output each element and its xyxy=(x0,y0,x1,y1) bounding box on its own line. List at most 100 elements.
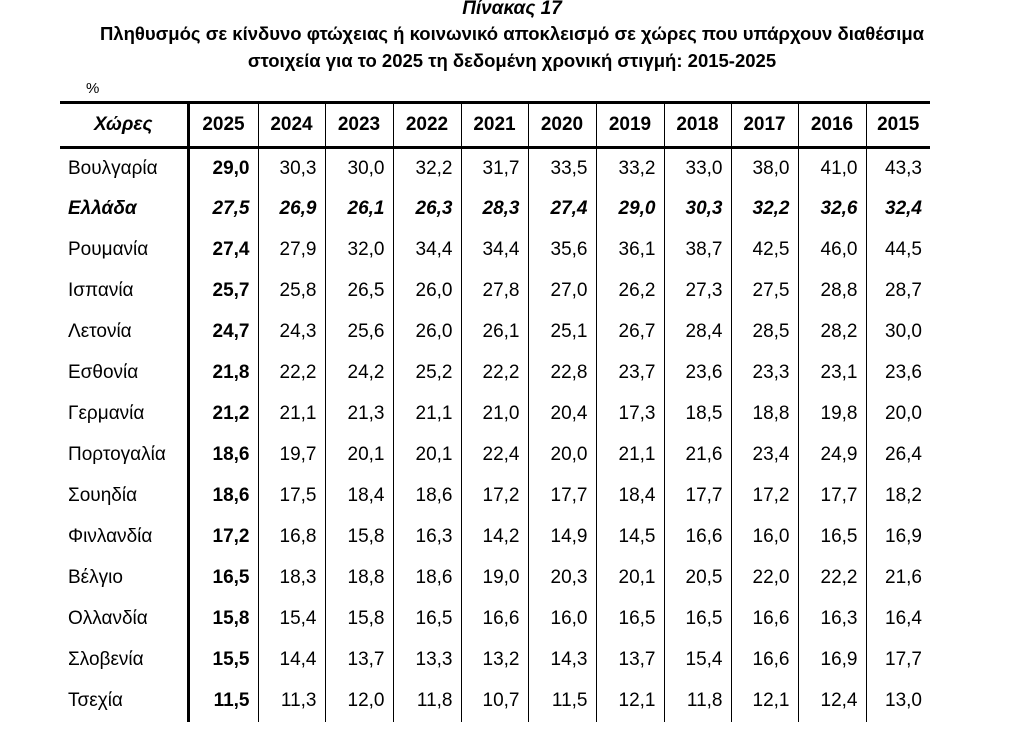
value-cell: 24,2 xyxy=(324,352,394,394)
value-cell: 20,1 xyxy=(324,434,394,476)
value-cell: 17,7 xyxy=(527,475,597,517)
value-cell: 21,2 xyxy=(186,393,259,435)
value-cell: 32,4 xyxy=(865,188,930,230)
country-cell: Λετονία xyxy=(60,311,189,353)
value-cell: 15,5 xyxy=(186,639,259,681)
year-header: 2020 xyxy=(527,101,597,149)
value-cell: 25,6 xyxy=(324,311,394,353)
value-cell: 18,4 xyxy=(595,475,665,517)
value-cell: 41,0 xyxy=(797,147,867,189)
value-cell: 12,0 xyxy=(324,680,394,722)
value-cell: 15,8 xyxy=(324,598,394,640)
value-cell: 27,5 xyxy=(730,270,799,312)
value-cell: 27,0 xyxy=(527,270,597,312)
value-cell: 23,6 xyxy=(865,352,930,394)
table-title: Πληθυσμός σε κίνδυνο φτώχειας ή κοινωνικ… xyxy=(0,20,1024,74)
value-cell: 13,2 xyxy=(460,639,529,681)
value-cell: 11,5 xyxy=(186,680,259,722)
value-cell: 24,7 xyxy=(186,311,259,353)
value-cell: 35,6 xyxy=(527,229,597,271)
value-cell: 18,6 xyxy=(392,475,462,517)
value-cell: 22,0 xyxy=(730,557,799,599)
value-cell: 23,1 xyxy=(797,352,867,394)
country-cell: Σουηδία xyxy=(60,475,189,517)
value-cell: 12,1 xyxy=(730,680,799,722)
value-cell: 17,2 xyxy=(186,516,259,558)
value-cell: 16,0 xyxy=(730,516,799,558)
year-header: 2021 xyxy=(460,101,529,149)
value-cell: 23,3 xyxy=(730,352,799,394)
value-cell: 22,4 xyxy=(460,434,529,476)
value-cell: 26,0 xyxy=(392,311,462,353)
value-cell: 21,8 xyxy=(186,352,259,394)
value-cell: 16,3 xyxy=(797,598,867,640)
value-cell: 46,0 xyxy=(797,229,867,271)
value-cell: 11,8 xyxy=(663,680,732,722)
value-cell: 18,6 xyxy=(186,434,259,476)
value-cell: 30,0 xyxy=(324,147,394,189)
value-cell: 30,3 xyxy=(663,188,732,230)
value-cell: 21,3 xyxy=(324,393,394,435)
value-cell: 34,4 xyxy=(460,229,529,271)
value-cell: 17,7 xyxy=(663,475,732,517)
year-header: 2016 xyxy=(797,101,867,149)
value-cell: 11,3 xyxy=(257,680,326,722)
value-cell: 20,0 xyxy=(865,393,930,435)
value-cell: 16,9 xyxy=(865,516,930,558)
table-row: Τσεχία 11,5 11,3 12,0 11,8 10,7 11,5 12,1 11,8 12… xyxy=(60,680,930,722)
value-cell: 33,0 xyxy=(663,147,732,189)
value-cell: 30,3 xyxy=(257,147,326,189)
value-cell: 17,7 xyxy=(865,639,930,681)
value-cell: 30,0 xyxy=(865,311,930,353)
table-row: Βουλγαρία 29,0 30,3 30,0 32,2 31,7 33,5 33,2 33,… xyxy=(60,147,930,189)
value-cell: 26,3 xyxy=(392,188,462,230)
value-cell: 17,2 xyxy=(460,475,529,517)
value-cell: 25,8 xyxy=(257,270,326,312)
value-cell: 14,4 xyxy=(257,639,326,681)
value-cell: 13,7 xyxy=(595,639,665,681)
table-row: Σουηδία 18,6 17,5 18,4 18,6 17,2 17,7 18,4 17,7 1… xyxy=(60,475,930,517)
value-cell: 24,3 xyxy=(257,311,326,353)
year-header: 2024 xyxy=(257,101,326,149)
table-row: Βέλγιο 16,5 18,3 18,8 18,6 19,0 20,3 20,1 20,5 22… xyxy=(60,557,930,599)
value-cell: 28,3 xyxy=(460,188,529,230)
value-cell: 18,6 xyxy=(392,557,462,599)
year-header: 2025 xyxy=(186,101,259,149)
value-cell: 15,4 xyxy=(663,639,732,681)
country-column-header: Χώρες xyxy=(60,101,189,149)
value-cell: 26,2 xyxy=(595,270,665,312)
value-cell: 19,8 xyxy=(797,393,867,435)
value-cell: 15,8 xyxy=(186,598,259,640)
value-cell: 26,7 xyxy=(595,311,665,353)
value-cell: 16,6 xyxy=(460,598,529,640)
value-cell: 12,1 xyxy=(595,680,665,722)
value-cell: 10,7 xyxy=(460,680,529,722)
value-cell: 15,8 xyxy=(324,516,394,558)
value-cell: 29,0 xyxy=(595,188,665,230)
value-cell: 16,5 xyxy=(797,516,867,558)
title-line-1: Πληθυσμός σε κίνδυνο φτώχειας ή κοινωνικ… xyxy=(99,23,925,44)
year-header: 2015 xyxy=(865,101,930,149)
value-cell: 28,8 xyxy=(797,270,867,312)
year-header: 2019 xyxy=(595,101,665,149)
value-cell: 20,4 xyxy=(527,393,597,435)
value-cell: 16,5 xyxy=(392,598,462,640)
value-cell: 22,8 xyxy=(527,352,597,394)
year-header: 2018 xyxy=(663,101,732,149)
value-cell: 20,5 xyxy=(663,557,732,599)
year-header: 2022 xyxy=(392,101,462,149)
value-cell: 11,5 xyxy=(527,680,597,722)
value-cell: 26,0 xyxy=(392,270,462,312)
country-cell: Βέλγιο xyxy=(60,557,189,599)
table-row: Ρουμανία 27,4 27,9 32,0 34,4 34,4 35,6 36,1 38,7… xyxy=(60,229,930,271)
country-cell: Τσεχία xyxy=(60,680,189,722)
value-cell: 18,5 xyxy=(663,393,732,435)
table-row: Πορτογαλία 18,6 19,7 20,1 20,1 22,4 20,0 21,1 21… xyxy=(60,434,930,476)
country-cell: Ρουμανία xyxy=(60,229,189,271)
table-row: Σλοβενία 15,5 14,4 13,7 13,3 13,2 14,3 13,7 15,4… xyxy=(60,639,930,681)
value-cell: 16,5 xyxy=(663,598,732,640)
value-cell: 22,2 xyxy=(797,557,867,599)
value-cell: 13,0 xyxy=(865,680,930,722)
value-cell: 28,7 xyxy=(865,270,930,312)
value-cell: 43,3 xyxy=(865,147,930,189)
